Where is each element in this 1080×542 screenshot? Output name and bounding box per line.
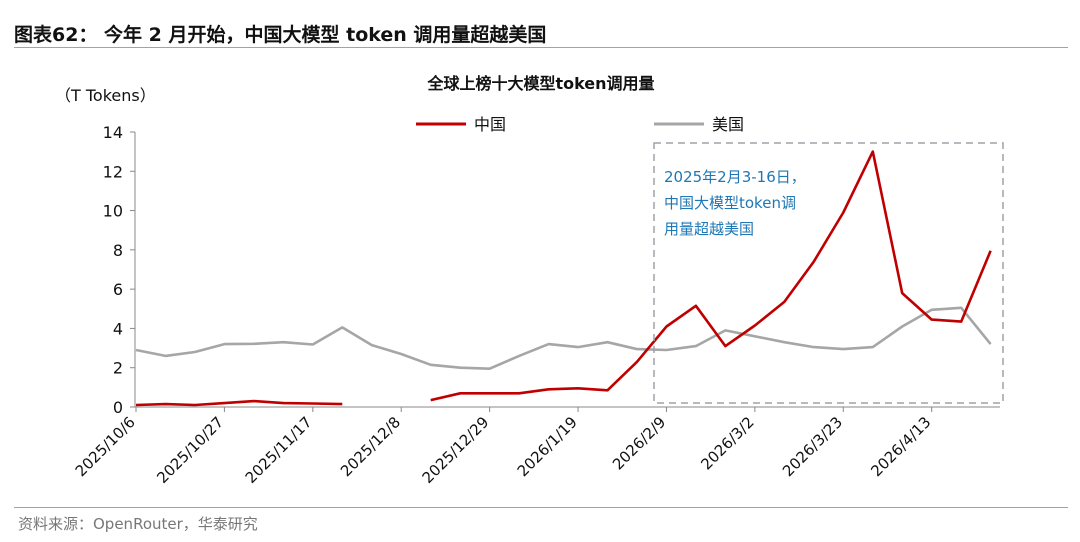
x-tick-label: 2026/3/2 xyxy=(697,413,757,473)
y-tick-label: 8 xyxy=(113,241,123,260)
annotation-line-3: 用量超越美国 xyxy=(664,220,754,238)
x-tick-label: 2026/1/19 xyxy=(514,413,581,480)
annotation-line-1: 2025年2月3-16日， xyxy=(664,168,806,186)
y-tick-label: 14 xyxy=(103,123,123,142)
figure-title: 图表62： 今年 2 月开始，中国大模型 token 调用量超越美国 xyxy=(14,24,547,46)
y-tick-label: 10 xyxy=(103,202,123,221)
legend: 中国 美国 xyxy=(416,115,744,134)
y-tick-label: 0 xyxy=(113,398,123,417)
footer-divider xyxy=(14,507,1068,508)
legend-label-china: 中国 xyxy=(474,115,506,134)
x-tick-label: 2026/3/23 xyxy=(779,413,846,480)
chart-title: 全球上榜十大模型token调用量 xyxy=(426,74,654,93)
x-tick-label: 2025/12/8 xyxy=(337,413,404,480)
annotation-text: 2025年2月3-16日， 中国大模型token调 用量超越美国 xyxy=(664,168,806,238)
series-line-china xyxy=(430,150,992,402)
legend-label-usa: 美国 xyxy=(712,115,744,134)
x-tick-label: 2026/4/13 xyxy=(867,413,934,480)
annotation-line-2: 中国大模型token调 xyxy=(664,194,796,212)
title-divider xyxy=(14,47,1068,48)
y-tick-label: 4 xyxy=(113,319,123,338)
y-tick-label: 12 xyxy=(103,162,123,181)
y-tick-label: 6 xyxy=(113,280,123,299)
y-tick-label: 2 xyxy=(113,359,123,378)
line-chart: 全球上榜十大模型token调用量 （T Tokens） 中国 美国 0 2 4 6 8 1… xyxy=(55,74,1004,487)
series-line-china xyxy=(135,399,343,407)
x-tick-label: 2025/10/27 xyxy=(153,413,227,487)
x-tick-label: 2025/10/6 xyxy=(72,413,139,480)
x-tick-label: 2025/11/17 xyxy=(242,413,316,487)
y-unit-label: （T Tokens） xyxy=(55,86,156,105)
x-tick-label: 2025/12/29 xyxy=(419,413,493,487)
x-tick-label: 2026/2/9 xyxy=(609,413,669,473)
source-note: 资料来源：OpenRouter，华泰研究 xyxy=(18,515,258,533)
series-line-usa xyxy=(135,306,992,371)
annotation-box xyxy=(653,142,1004,404)
series-layer xyxy=(135,150,992,407)
